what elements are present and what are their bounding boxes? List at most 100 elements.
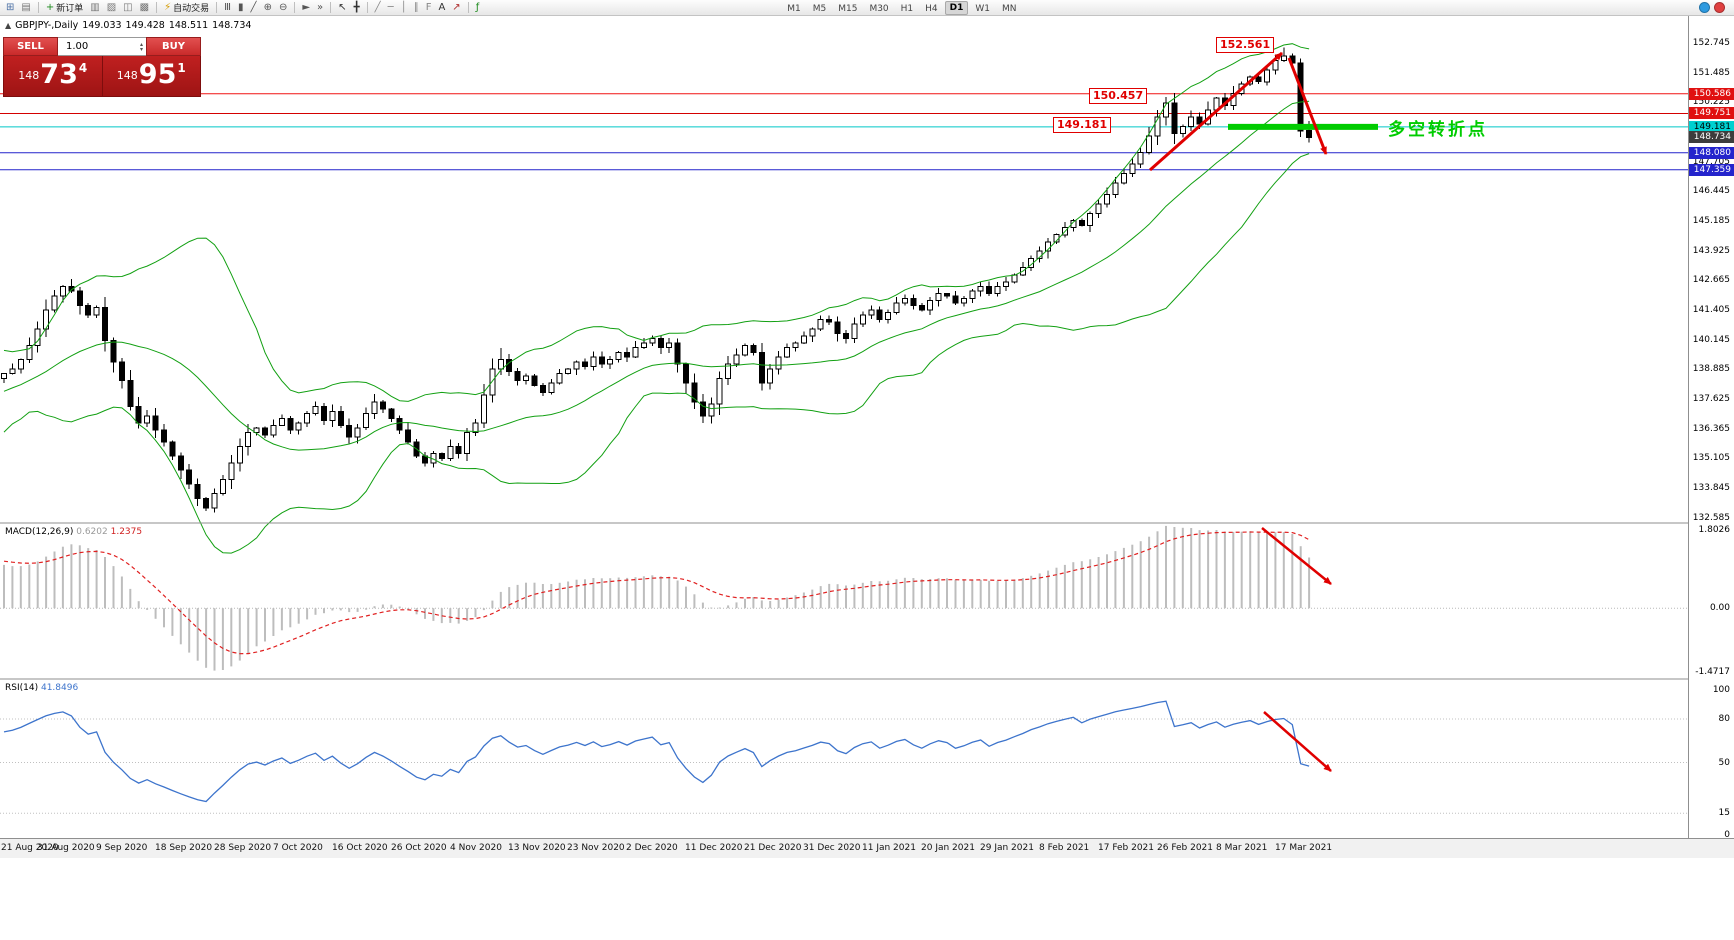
channel-button[interactable]: ∥: [411, 1, 422, 15]
price-flag-peak[interactable]: 152.561: [1216, 37, 1275, 53]
new-chart-button[interactable]: ⊞: [3, 1, 17, 15]
timeframe-m5-button[interactable]: M5: [812, 3, 827, 14]
bid-integer: 148: [18, 69, 40, 82]
timeframe-m1-button[interactable]: M1: [787, 3, 801, 14]
pane-separators[interactable]: [0, 522, 1688, 680]
chart-bars-button[interactable]: Ⅲ: [221, 1, 234, 15]
toolbar-separator: [330, 2, 332, 13]
chart-objects[interactable]: [1149, 51, 1378, 772]
main-toolbar: ⊞ ▤ + 新订单 ▥ ▨ ◫ ▩ ⚡ 自动交易 Ⅲ ▮ ╱ ⊕ ⊖ ► » ↖ ╋ ╱ ─ │ ∥ F A ↗ ƒ M1 M5 M15…: [0, 0, 1734, 16]
toolbar-separator: [467, 2, 469, 13]
timeframe-m15-button[interactable]: M15: [838, 3, 858, 14]
timeframe-m30-button[interactable]: M30: [869, 3, 889, 14]
terminal-button[interactable]: ▩: [137, 1, 152, 15]
navigator-button[interactable]: ◫: [120, 1, 135, 15]
price-marker-bid: 148.734: [1688, 131, 1734, 143]
trendline-button[interactable]: ╱: [372, 1, 384, 15]
lot-down-icon[interactable]: ▾: [139, 45, 143, 53]
cursor-icon: ↖: [338, 1, 347, 13]
rsi-indicator: [0, 700, 1688, 814]
time-axis-label: 17 Feb 2021: [1098, 843, 1155, 853]
auto-trading-button[interactable]: ⚡ 自动交易: [161, 1, 212, 15]
price-axis[interactable]: 152.745 151.485 150.225 147.705 146.445 145.1…: [1688, 16, 1734, 840]
one-click-trading-panel: SELL 1.00 ▴ ▾ BUY 148 73 4 148 95 1: [3, 37, 201, 97]
time-axis-label: 26 Oct 2020: [391, 843, 447, 853]
arrows-button[interactable]: ↗: [449, 1, 463, 15]
vertical-line-icon: │: [400, 1, 407, 13]
bid-pip: 4: [78, 61, 88, 75]
data-window-button[interactable]: ▨: [104, 1, 119, 15]
chart-shift-button[interactable]: »: [314, 1, 326, 15]
chart-candles-button[interactable]: ▮: [235, 1, 247, 15]
time-axis-label: 17 Mar 2021: [1275, 843, 1333, 853]
crosshair-button[interactable]: ╋: [351, 1, 363, 15]
new-order-button[interactable]: + 新订单: [43, 1, 86, 15]
lot-up-icon[interactable]: ▴: [139, 40, 143, 48]
new-order-button-label: 新订单: [56, 4, 84, 14]
chart-line-icon: ╱: [250, 1, 257, 13]
time-axis-label: 7 Oct 2020: [273, 843, 323, 853]
macd-indicator: [0, 525, 1688, 671]
time-axis-label: 8 Feb 2021: [1039, 843, 1090, 853]
text-button[interactable]: A: [435, 1, 448, 15]
time-axis-label: 23 Nov 2020: [567, 843, 625, 853]
toolbar-separator: [294, 2, 296, 13]
lot-size-field[interactable]: 1.00 ▴ ▾: [58, 37, 146, 56]
indicators-button[interactable]: ƒ: [473, 1, 483, 15]
toolbar-buttons: ⊞ ▤ + 新订单 ▥ ▨ ◫ ▩ ⚡ 自动交易 Ⅲ ▮ ╱ ⊕ ⊖ ► » ↖ ╋ ╱ ─ │ ∥ F A ↗ ƒ: [3, 0, 482, 16]
price-chart[interactable]: [0, 16, 1688, 838]
sell-button[interactable]: SELL: [3, 37, 58, 56]
price-axis-label: 150.225: [1692, 97, 1730, 107]
ohlc-high: 149.428: [125, 20, 165, 31]
price-flag-high[interactable]: 150.457: [1089, 88, 1148, 104]
time-axis-label: 31 Dec 2020: [803, 843, 861, 853]
pivot-annotation-text[interactable]: 多空转折点: [1388, 120, 1488, 140]
cursor-button[interactable]: ↖: [335, 1, 349, 15]
lot-spinner[interactable]: ▴ ▾: [139, 40, 143, 53]
auto-scroll-button[interactable]: ►: [299, 1, 313, 15]
macd-axis-label: 0.00: [1709, 603, 1730, 613]
chart-line-button[interactable]: ╱: [248, 1, 260, 15]
buy-price-button[interactable]: 148 95 1: [102, 56, 200, 96]
timeframe-mn-button[interactable]: MN: [1002, 3, 1017, 14]
timeframe-w1-button[interactable]: W1: [975, 3, 991, 14]
fibonacci-button[interactable]: F: [423, 1, 435, 15]
symbol-marker-icon: ▲: [5, 21, 12, 30]
timeframe-h1-button[interactable]: H1: [900, 3, 914, 14]
time-axis[interactable]: 21 Aug 2020 31 Aug 2020 9 Sep 2020 18 Sep 2…: [0, 838, 1734, 858]
price-axis-label: 132.585: [1692, 513, 1730, 523]
time-axis-label: 8 Mar 2021: [1216, 843, 1268, 853]
text-label-icon: A: [438, 1, 446, 13]
ask-integer: 148: [116, 69, 138, 82]
timeframe-d1-button[interactable]: D1: [944, 0, 969, 15]
horizontal-line-button[interactable]: ─: [385, 1, 397, 15]
auto-trading-button-label: 自动交易: [173, 4, 210, 14]
toolbar-right-icons: [1699, 2, 1731, 13]
rsi-down-arrow: [1263, 711, 1332, 772]
price-axis-label: 142.665: [1692, 275, 1730, 285]
macd-axis-label: 1.8026: [1698, 525, 1731, 535]
zoom-in-button[interactable]: ⊕: [261, 1, 275, 15]
chart-info-line: ▲ GBPJPY-,Daily 149.033 149.428 148.511 148.7…: [5, 20, 255, 31]
profiles-icon: ▤: [21, 1, 31, 13]
profiles-button[interactable]: ▤: [18, 1, 33, 15]
market-watch-button[interactable]: ▥: [87, 1, 102, 15]
price-flag-pivot[interactable]: 149.181: [1053, 117, 1112, 133]
macd-value-main: 0.6202: [76, 527, 108, 537]
zoom-out-button[interactable]: ⊖: [276, 1, 290, 15]
price-marker-blue: 147.359: [1688, 164, 1734, 176]
timeframe-h4-button[interactable]: H4: [925, 3, 938, 14]
buy-button[interactable]: BUY: [146, 37, 201, 56]
time-axis-label: 26 Feb 2021: [1157, 843, 1214, 853]
vertical-line-button[interactable]: │: [398, 1, 410, 15]
down-trend-arrow: [1287, 57, 1328, 155]
sell-price-button[interactable]: 148 73 4: [4, 56, 102, 96]
navigator-icon: ◫: [123, 1, 133, 13]
notifications-icon[interactable]: [1714, 2, 1725, 13]
community-icon[interactable]: [1699, 2, 1710, 13]
toolbar-separator: [156, 2, 158, 13]
toolbar-separator: [216, 2, 218, 13]
level-lines[interactable]: [0, 93, 1688, 171]
one-click-prices: 148 73 4 148 95 1: [3, 56, 201, 97]
price-axis-label: 137.625: [1692, 394, 1730, 404]
